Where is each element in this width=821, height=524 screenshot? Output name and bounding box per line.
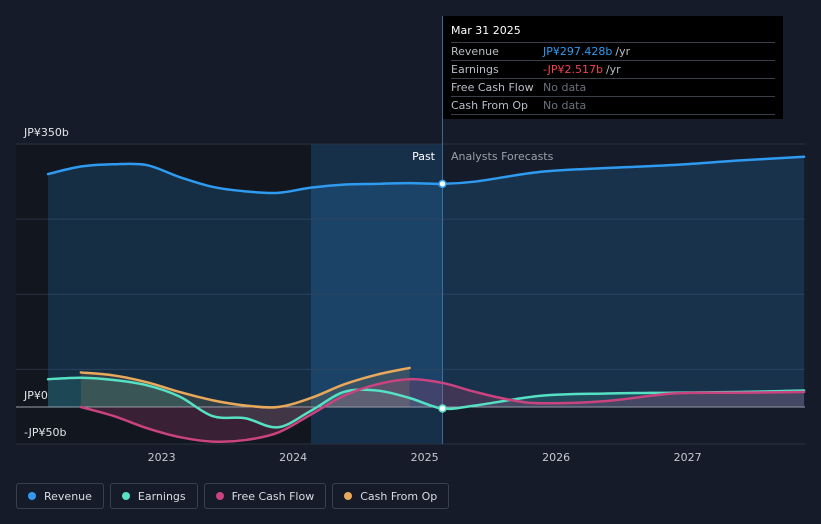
legend-item-revenue[interactable]: Revenue bbox=[16, 483, 104, 509]
tooltip-label: Cash From Op bbox=[451, 99, 529, 112]
legend-dot-icon bbox=[215, 492, 224, 500]
legend-item-earnings[interactable]: Earnings bbox=[109, 483, 198, 509]
tooltip-unit: /yr bbox=[605, 63, 621, 76]
legend-dot-icon bbox=[28, 492, 36, 500]
y-axis-label: JP¥0 bbox=[23, 389, 48, 402]
tooltip-row-revenue: Revenue JP¥297.428b /yr bbox=[451, 43, 775, 61]
legend-label: Earnings bbox=[137, 489, 186, 503]
x-axis-tick-label: 2024 bbox=[279, 451, 307, 464]
legend-label: Cash From Op bbox=[360, 489, 438, 503]
markers bbox=[438, 179, 447, 413]
legend-label: Revenue bbox=[44, 489, 92, 503]
series-line bbox=[79, 377, 806, 444]
tooltip-label: Revenue bbox=[451, 45, 499, 58]
y-axis-label: -JP¥50b bbox=[24, 426, 66, 439]
legend-label: Free Cash Flow bbox=[231, 489, 315, 503]
tooltip-label: Earnings bbox=[451, 63, 499, 76]
legend-item-free-cash-flow[interactable]: Free Cash Flow bbox=[203, 483, 327, 509]
tooltip: Mar 31 2025 Revenue JP¥297.428b /yr Earn… bbox=[443, 16, 783, 119]
tooltip-unit: /yr bbox=[615, 45, 631, 58]
tooltip-row-earnings: Earnings -JP¥2.517b /yr bbox=[451, 61, 775, 79]
x-axis-tick-label: 2026 bbox=[542, 451, 570, 464]
legend: Revenue Earnings Free Cash Flow Cash Fro… bbox=[16, 483, 450, 511]
forecast-label: Analysts Forecasts bbox=[451, 150, 554, 163]
legend-dot-icon bbox=[121, 492, 130, 500]
series-area bbox=[80, 379, 805, 442]
tooltip-row-free-cash-flow: Free Cash Flow No data bbox=[451, 79, 775, 97]
series-line bbox=[46, 155, 806, 195]
x-axis-tick-label: 2023 bbox=[148, 451, 176, 464]
series-area bbox=[48, 156, 805, 407]
tooltip-date: Mar 31 2025 bbox=[451, 22, 775, 43]
tooltip-value: JP¥297.428b bbox=[543, 45, 613, 58]
series-line bbox=[79, 366, 411, 409]
axis-labels: JP¥350b JP¥0 -JP¥50b 2023 2024 2025 2026 2027 bbox=[23, 126, 702, 464]
tooltip-row-cash-from-op: Cash From Op No data bbox=[451, 97, 775, 115]
legend-item-cash-from-op[interactable]: Cash From Op bbox=[332, 483, 450, 509]
tooltip-value: No data bbox=[543, 81, 587, 94]
x-axis-tick-label: 2027 bbox=[674, 451, 702, 464]
y-axis-label: JP¥350b bbox=[23, 126, 69, 139]
series-area bbox=[80, 367, 410, 408]
series-area bbox=[48, 377, 805, 428]
past-label: Past bbox=[412, 150, 436, 163]
earnings-marker bbox=[438, 404, 447, 413]
tooltip-value: No data bbox=[543, 99, 587, 112]
tooltip-label: Free Cash Flow bbox=[451, 81, 534, 94]
series-areas bbox=[48, 156, 805, 442]
tooltip-value: -JP¥2.517b bbox=[543, 63, 603, 76]
legend-dot-icon bbox=[344, 492, 353, 500]
series-line bbox=[46, 376, 806, 429]
series-lines bbox=[46, 155, 806, 444]
x-axis-tick-label: 2025 bbox=[411, 451, 439, 464]
gridlines bbox=[16, 16, 805, 445]
revenue-marker bbox=[438, 179, 447, 189]
